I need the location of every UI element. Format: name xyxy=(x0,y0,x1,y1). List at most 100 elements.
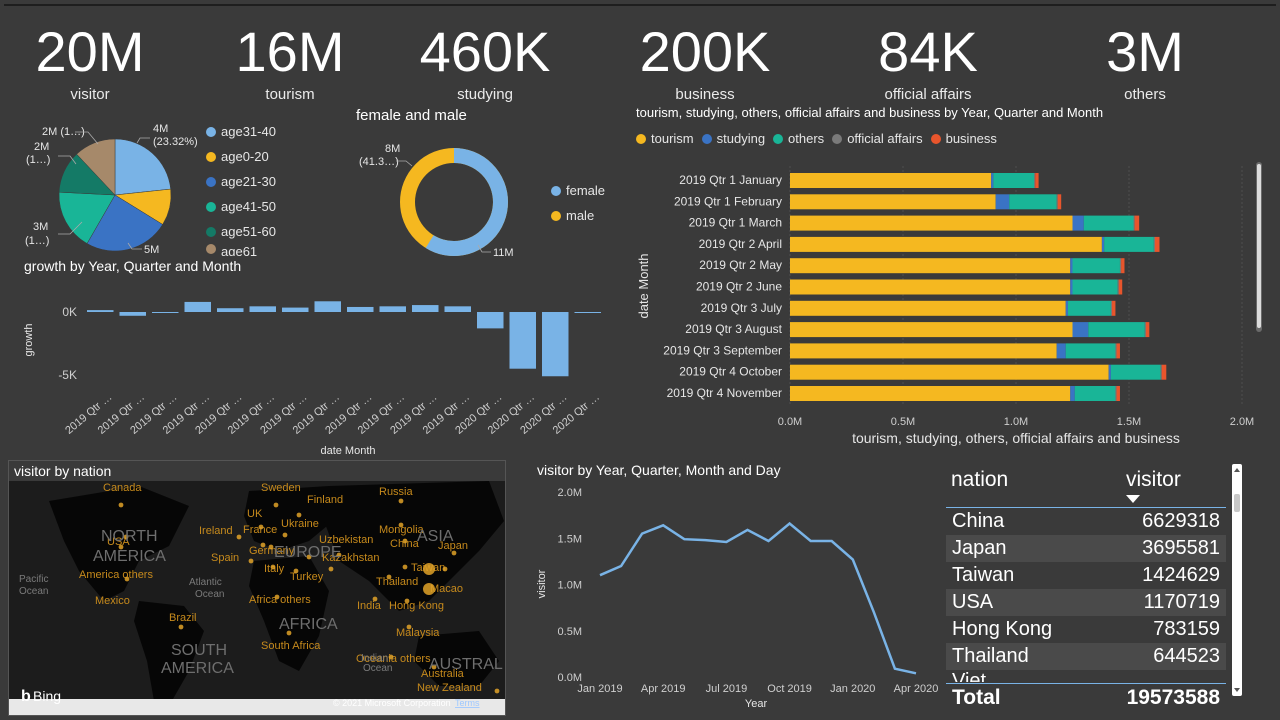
scroll-thumb[interactable] xyxy=(1234,494,1240,512)
x-tick-label: Apr 2019 xyxy=(641,683,686,695)
cell-nation: Hong Kong xyxy=(952,618,1053,640)
scroll-up-icon[interactable] xyxy=(1234,468,1240,472)
land-antarctica xyxy=(9,699,505,715)
sort-desc-icon[interactable] xyxy=(1126,495,1140,503)
legend-item[interactable]: age41-50 xyxy=(206,194,276,219)
map-terms-link[interactable]: Terms xyxy=(455,698,480,708)
y-tick-label: 2019 Qtr 3 August xyxy=(685,322,782,336)
legend-item[interactable]: official affairs xyxy=(832,126,923,151)
legend-label: female xyxy=(566,183,606,198)
nation-table: nation visitor China 6629318 Japan 3695581… xyxy=(946,462,1246,712)
stacked-bar-segment xyxy=(1112,300,1116,316)
y-tick-label: 2019 Qtr 4 November xyxy=(667,386,782,400)
gender-donut-chart[interactable]: 8M(41.3…) 11M xyxy=(354,130,524,265)
growth-bar xyxy=(87,310,114,312)
y-tick-label: 2019 Qtr 1 January xyxy=(679,173,782,187)
map-bubble xyxy=(286,630,292,636)
kpi-label: tourism xyxy=(265,86,315,103)
kpi-business: 200K business xyxy=(620,24,790,104)
table-row[interactable]: Japan 3695581 xyxy=(946,535,1226,562)
stacked-bar-chart[interactable]: 0.0M 0.5M 1.0M 1.5M 2.0M 2019 Qtr 1 January 20… xyxy=(630,160,1276,450)
map-place-label: Malaysia xyxy=(396,627,440,639)
age-pie-chart[interactable]: 4M(23.32%)2M (1…)2M(1…)3M(1…)5M xyxy=(20,118,205,263)
map-place-label: India xyxy=(357,600,382,612)
map-copyright: © 2021 Microsoft Corporation xyxy=(333,698,451,708)
map-bubble xyxy=(118,502,124,508)
dashboard-frame xyxy=(4,4,1276,716)
cell-visitor: 1170719 xyxy=(1143,591,1220,613)
land-north-america xyxy=(49,486,189,601)
leader-line xyxy=(58,155,77,165)
map-place-label: Ireland xyxy=(199,525,233,537)
slice-label: (1…) xyxy=(26,154,50,166)
region-label: AUSTRAL xyxy=(429,656,503,673)
y-tick-label: -5K xyxy=(58,368,77,382)
growth-bar xyxy=(249,306,276,312)
kpi-value: 84K xyxy=(878,20,978,83)
cell-visitor: 6629318 xyxy=(1142,510,1220,532)
map-bubble xyxy=(293,568,299,574)
y-tick-label: 2019 Qtr 2 June xyxy=(696,280,782,294)
stacked-bar-segment xyxy=(1101,236,1105,252)
legend-dot xyxy=(551,185,561,196)
map-bubble xyxy=(398,498,404,504)
scroll-down-icon[interactable] xyxy=(1234,688,1240,692)
growth-bar xyxy=(347,306,374,312)
map-bubble xyxy=(306,554,312,560)
table-row[interactable]: China 6629318 xyxy=(946,508,1226,535)
stacked-bar-segment xyxy=(1116,386,1120,401)
stacked-bar-segment xyxy=(1035,173,1039,188)
legend-label: tourism xyxy=(651,131,694,146)
slice-label: 8M xyxy=(385,143,400,155)
map-bubble xyxy=(442,566,448,572)
map-place-label: South Africa xyxy=(261,640,321,652)
stacked-bar-segment xyxy=(1072,279,1118,295)
nation-map[interactable]: Canada USA America others Mexico Brazil Swede… xyxy=(8,460,506,716)
kpi-value: 460K xyxy=(419,20,551,83)
table-row[interactable]: Hong Kong 783159 xyxy=(946,616,1226,643)
legend-dot xyxy=(701,133,712,144)
legend-item[interactable]: business xyxy=(930,126,997,151)
map-canvas[interactable]: Canada USA America others Mexico Brazil Swede… xyxy=(9,461,506,716)
stacked-bar-segment xyxy=(1110,300,1113,316)
legend-dot xyxy=(636,133,646,144)
visitor-line-chart[interactable]: 2.0M 1.5M 1.0M 0.5M 0.0M visitor Jan 2019 Apr 2… xyxy=(526,480,946,716)
cell-nation: China xyxy=(952,510,1005,532)
map-place-label: Mongolia xyxy=(379,524,425,536)
legend-item[interactable]: tourism xyxy=(636,126,694,151)
table-header-nation[interactable]: nation xyxy=(951,468,1009,491)
legend-item[interactable]: age0-20 xyxy=(206,144,276,169)
leader-line xyxy=(396,160,413,167)
map-bubble xyxy=(282,532,288,538)
legend-item[interactable]: female xyxy=(551,178,605,203)
stacked-bar-segment xyxy=(1118,279,1123,295)
map-bubble xyxy=(236,534,242,540)
legend-label: age21-30 xyxy=(221,174,276,189)
legend-item[interactable]: age51-60 xyxy=(206,219,276,244)
x-tick-label: 2.0M xyxy=(1230,416,1254,428)
cell-nation: Thailand xyxy=(952,645,1029,667)
table-header-visitor[interactable]: visitor xyxy=(1126,468,1181,491)
table-scrollbar[interactable] xyxy=(1232,464,1242,696)
growth-bar xyxy=(574,312,601,313)
legend-item[interactable]: age21-30 xyxy=(206,169,276,194)
legend-item[interactable]: male xyxy=(551,203,605,228)
legend-item[interactable]: studying xyxy=(701,126,765,151)
map-place-label: Uzbekistan xyxy=(319,534,373,546)
growth-bar xyxy=(314,301,341,312)
visitor-line xyxy=(599,521,917,675)
growth-chart-title: growth by Year, Quarter and Month xyxy=(24,258,242,274)
stacked-bar-segment xyxy=(1065,343,1116,359)
stacked-bar-segment xyxy=(1034,173,1036,188)
table-row[interactable]: Taiwan 1424629 xyxy=(946,562,1226,589)
legend-item[interactable]: others xyxy=(773,126,824,151)
map-place-label: Finland xyxy=(307,494,343,506)
legend-item[interactable]: age61 xyxy=(206,244,276,256)
stacked-bar-segment xyxy=(1056,194,1058,210)
legend-item[interactable]: age31-40 xyxy=(206,119,276,144)
map-bubble xyxy=(386,574,392,580)
region-label: SOUTH xyxy=(171,642,227,659)
table-row[interactable]: Thailand 644523 xyxy=(946,643,1226,670)
table-row[interactable]: USA 1170719 xyxy=(946,589,1226,616)
